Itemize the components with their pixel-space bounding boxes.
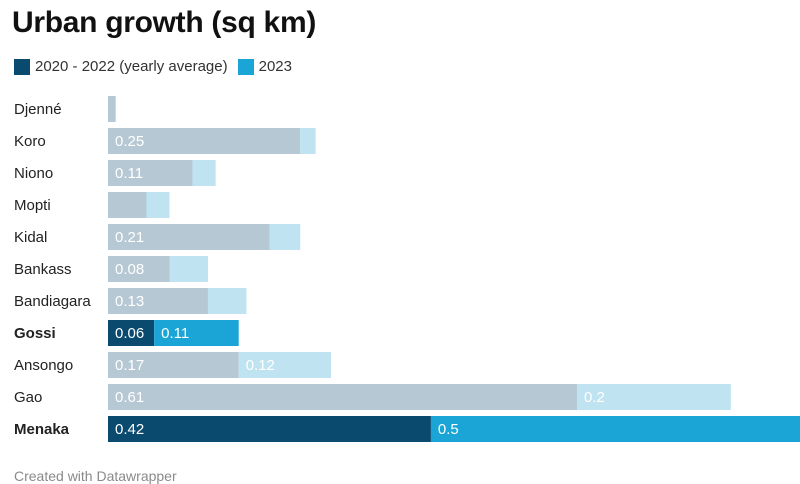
bar-ansongo-series-1 [108, 352, 239, 378]
legend-label-series-1: 2020 - 2022 (yearly average) [35, 58, 228, 75]
value-label-koro-series-1: 0.25 [115, 133, 144, 150]
bar-mopti-series-1 [108, 192, 147, 218]
value-label-ansongo-series-1: 0.17 [115, 357, 144, 374]
chart-title: Urban growth (sq km) [12, 6, 317, 39]
category-label-kidal: Kidal [14, 229, 47, 246]
category-label-djenne: Djenné [14, 101, 62, 118]
legend-item-series-2: 2023 [237, 58, 292, 75]
value-label-gossi-series-2: 0.11 [161, 325, 189, 342]
bar-bankass-series-2 [169, 256, 208, 282]
bar-koro-series-2 [300, 128, 316, 154]
value-label-menaka-series-1: 0.42 [115, 421, 144, 438]
legend-swatch-series-2 [237, 58, 254, 75]
category-label-koro: Koro [14, 133, 46, 150]
category-label-gao: Gao [14, 389, 42, 406]
category-label-ansongo: Ansongo [14, 357, 73, 374]
footer-credit: Created with Datawrapper [14, 468, 177, 484]
bar-bandiagara-series-2 [207, 288, 247, 314]
bar-gossi-series-1 [108, 320, 155, 346]
category-label-gossi: Gossi [14, 325, 56, 342]
bar-bankass-series-1 [108, 256, 170, 282]
bar-koro-series-1 [108, 128, 301, 154]
category-label-bankass: Bankass [14, 261, 72, 278]
legend-swatch-series-1 [14, 58, 30, 75]
value-label-bandiagara-series-1: 0.13 [115, 293, 144, 310]
legend-label-series-2: 2023 [258, 58, 292, 75]
bar-niono-series-1 [108, 160, 193, 186]
bar-kidal-series-2 [269, 224, 301, 250]
bar-niono-series-2 [192, 160, 216, 186]
value-label-menaka-series-2: 0.5 [438, 421, 459, 438]
value-label-niono-series-1: 0.11 [115, 165, 143, 182]
value-label-bankass-series-1: 0.08 [115, 261, 144, 278]
bar-menaka-series-1 [108, 416, 431, 442]
legend-item-series-1: 2020 - 2022 (yearly average) [14, 58, 228, 75]
value-label-kidal-series-1: 0.21 [115, 229, 144, 246]
bar-gao-series-2 [577, 384, 731, 410]
category-label-menaka: Menaka [14, 421, 70, 438]
value-label-gossi-series-1: 0.06 [115, 325, 144, 342]
bar-chart: Djenné Koro 0.25 Niono 0.11 Mopti Kidal 0.21 Ban… [14, 96, 800, 442]
category-label-mopti: Mopti [14, 197, 51, 214]
bar-djenne-series-1 [108, 96, 116, 122]
value-label-ansongo-series-2: 0.12 [246, 357, 275, 374]
bar-bandiagara-series-1 [108, 288, 208, 314]
category-label-bandiagara: Bandiagara [14, 293, 91, 310]
category-label-niono: Niono [14, 165, 53, 182]
legend: 2020 - 2022 (yearly average) 2023 [14, 58, 302, 75]
bar-gossi-series-2 [154, 320, 239, 346]
value-label-gao-series-2: 0.2 [584, 389, 605, 406]
bar-gao-series-1 [108, 384, 578, 410]
bar-kidal-series-1 [108, 224, 270, 250]
bar-ansongo-series-2 [238, 352, 331, 378]
value-label-gao-series-1: 0.61 [115, 389, 144, 406]
bar-mopti-series-2 [146, 192, 170, 218]
bar-menaka-series-2 [430, 416, 800, 442]
